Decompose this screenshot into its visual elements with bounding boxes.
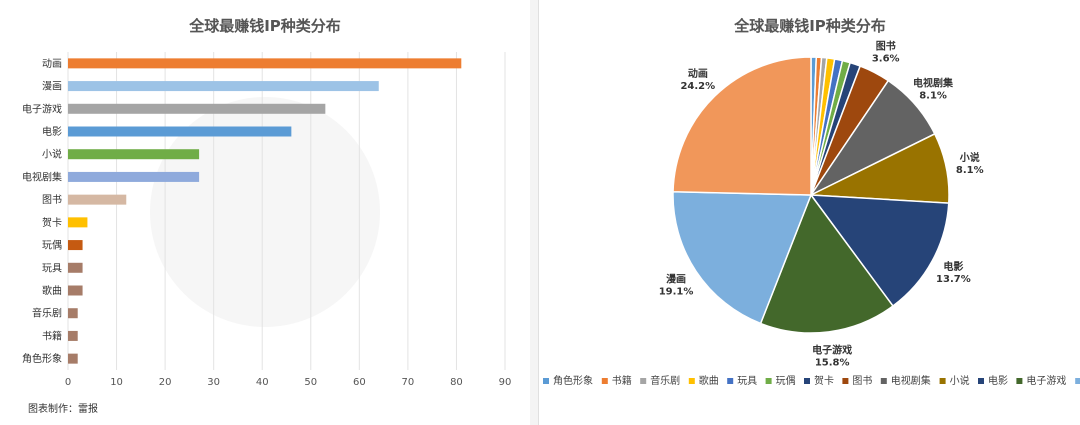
category-label: 角色形象 — [22, 352, 62, 365]
slice-percent-label: 24.2% — [680, 81, 715, 92]
legend-swatch — [842, 378, 849, 384]
legend-label: 玩具 — [737, 375, 757, 387]
legend-swatch — [640, 378, 647, 384]
slice-percent-label: 8.1% — [919, 90, 947, 101]
legend-label: 歌曲 — [699, 374, 719, 387]
bar-tick-labels: 0 10 20 30 40 50 60 70 80 90 — [65, 377, 512, 388]
category-label: 电子游戏 — [22, 102, 62, 115]
slice-percent-label: 3.6% — [872, 53, 900, 64]
legend-swatch — [765, 378, 772, 384]
bar — [68, 171, 200, 182]
legend-swatch — [601, 378, 608, 384]
bar — [68, 240, 83, 251]
legend-swatch — [804, 378, 810, 384]
bar — [68, 126, 292, 137]
watermark-circle — [150, 97, 380, 327]
slice-name-label: 动画 — [688, 67, 708, 80]
bar — [68, 81, 379, 92]
legend-label: 玩偶 — [776, 374, 796, 387]
pie-chart-title: 全球最赚钱IP种类分布 — [733, 17, 886, 35]
legend-swatch — [978, 378, 984, 384]
legend-swatch — [1016, 378, 1023, 384]
category-label: 图书 — [42, 194, 62, 206]
bar-chart-title: 全球最赚钱IP种类分布 — [188, 17, 341, 35]
pie-slice-labels: 图书3.6%电视剧集8.1%小说8.1%电影13.7%电子游戏15.8%漫画19… — [659, 39, 984, 368]
category-label: 电影 — [42, 125, 62, 138]
legend-label: 小说 — [950, 374, 970, 387]
slice-percent-label: 8.1% — [956, 165, 984, 176]
legend-swatch — [688, 378, 695, 384]
slice-percent-label: 19.1% — [659, 287, 694, 298]
slice-name-label: 漫画 — [666, 274, 686, 286]
pie-slice — [672, 56, 812, 196]
legend-swatch — [1075, 378, 1080, 384]
bar — [68, 353, 78, 364]
legend-label: 角色形象 — [553, 374, 593, 387]
legend-label: 电视剧集 — [891, 374, 931, 387]
bar — [68, 149, 200, 160]
category-label: 歌曲 — [42, 284, 62, 297]
pie-slices — [672, 56, 950, 334]
slice-name-label: 图书 — [876, 39, 896, 52]
bar — [68, 194, 127, 205]
bar — [68, 103, 326, 114]
bar — [68, 285, 83, 296]
pie-slice — [809, 194, 950, 308]
legend-label: 音乐剧 — [650, 374, 680, 387]
x-tick-label: 90 — [499, 377, 512, 388]
x-tick-label: 70 — [402, 377, 415, 388]
x-tick-label: 20 — [159, 377, 172, 388]
legend-label: 贺卡 — [814, 374, 834, 387]
slice-percent-label: 13.7% — [936, 274, 971, 285]
x-tick-label: 40 — [256, 377, 269, 388]
bar — [68, 217, 88, 228]
pie-slice — [759, 193, 895, 334]
bar-chart-panel: 全球最赚钱IP种类分布 动画漫画电子游戏电影小说电视剧集图书贺卡玩偶玩具歌曲音乐… — [0, 0, 531, 425]
slice-name-label: 小说 — [959, 151, 980, 164]
x-tick-label: 10 — [110, 377, 123, 388]
legend-swatch — [543, 378, 549, 384]
legend-label: 书籍 — [612, 374, 632, 387]
slice-name-label: 电视剧集 — [913, 76, 954, 89]
category-label: 漫画 — [42, 81, 62, 93]
legend-label: 图书 — [852, 375, 872, 387]
bar-chart: 全球最赚钱IP种类分布 动画漫画电子游戏电影小说电视剧集图书贺卡玩偶玩具歌曲音乐… — [22, 17, 512, 415]
pie-legend: 角色形象书籍音乐剧歌曲玩具玩偶贺卡图书电视剧集小说电影电子游戏漫画动画 — [543, 374, 1080, 387]
slice-name-label: 电子游戏 — [812, 344, 852, 357]
x-tick-label: 30 — [207, 377, 220, 388]
x-tick-label: 50 — [304, 377, 317, 388]
x-tick-label: 80 — [450, 377, 463, 388]
bar — [68, 308, 78, 319]
category-label: 电视剧集 — [22, 170, 62, 183]
pie-chart: 雷报 全球最赚钱IP种类分布 图书3.6%电视剧集8.1%小说8.1%电影13.… — [543, 17, 1080, 387]
category-label: 音乐剧 — [32, 307, 62, 320]
category-label: 贺卡 — [42, 216, 62, 229]
pie-chart-panel: 雷报 全球最赚钱IP种类分布 图书3.6%电视剧集8.1%小说8.1%电影13.… — [538, 0, 1080, 425]
bar — [68, 330, 78, 341]
pie-slice — [672, 190, 813, 325]
legend-swatch — [727, 378, 734, 384]
category-label: 动画 — [42, 58, 62, 70]
category-label: 小说 — [42, 148, 62, 161]
legend-swatch — [939, 378, 946, 384]
legend-label: 电影 — [988, 374, 1008, 387]
legend-swatch — [880, 378, 887, 384]
bar-series — [68, 58, 462, 364]
slice-name-label: 电影 — [943, 260, 963, 273]
category-label: 玩具 — [42, 262, 62, 274]
bar-gridlines — [67, 52, 506, 370]
legend-label: 电子游戏 — [1026, 374, 1066, 387]
slice-percent-label: 15.8% — [815, 358, 850, 369]
category-label: 玩偶 — [42, 239, 62, 252]
panel-divider — [530, 0, 538, 425]
bar — [68, 262, 83, 273]
bar — [68, 58, 462, 69]
x-tick-label: 60 — [353, 377, 366, 388]
x-tick-label: 0 — [65, 377, 71, 388]
chart-credit: 图表制作：雷报 — [28, 402, 98, 415]
category-label: 书籍 — [42, 329, 62, 342]
